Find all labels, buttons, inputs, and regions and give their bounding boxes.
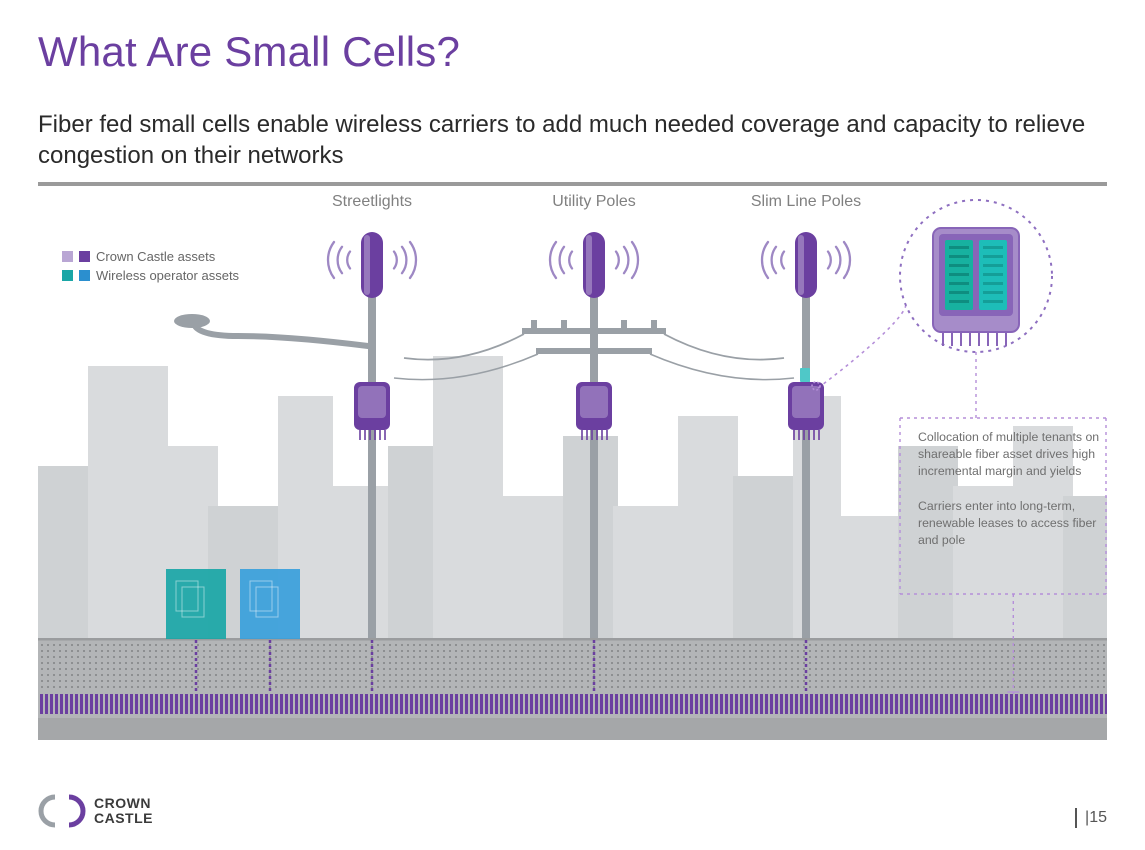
zoom-callout (812, 200, 1052, 390)
legend-swatch (62, 251, 73, 262)
footer: CROWN CASTLE | 15 (38, 784, 1107, 828)
pole-label: Streetlights (332, 193, 412, 210)
legend-label: Wireless operator assets (96, 268, 239, 283)
callout-p1: Collocation of multiple tenants on share… (918, 429, 1108, 480)
slide-subtitle: Fiber fed small cells enable wireless ca… (38, 110, 1107, 171)
page-number: | 15 (1075, 808, 1107, 828)
brand-logo: CROWN CASTLE (38, 794, 153, 828)
legend-item: Crown Castle assets (62, 249, 239, 264)
legend-item: Wireless operator assets (62, 268, 239, 283)
legend-swatch (79, 251, 90, 262)
legend-swatch (79, 270, 90, 281)
diagram-area: Streetlights Utility Poles Slim Line Poles… (38, 186, 1107, 758)
pole-label: Slim Line Poles (751, 193, 861, 210)
legend-label: Crown Castle assets (96, 249, 215, 264)
callout-p2: Carriers enter into long-term, renewable… (918, 498, 1108, 549)
callout-text: Collocation of multiple tenants on share… (918, 429, 1108, 549)
page-num-value: 15 (1089, 810, 1107, 826)
legend-swatch (62, 270, 73, 281)
slide-title: What Are Small Cells? (38, 28, 1107, 76)
logo-icon (38, 794, 86, 828)
brand-line1: CROWN (94, 796, 153, 811)
legend: Crown Castle assets Wireless operator ass… (62, 249, 239, 287)
pole-label: Utility Poles (552, 193, 636, 210)
brand-line2: CASTLE (94, 811, 153, 826)
